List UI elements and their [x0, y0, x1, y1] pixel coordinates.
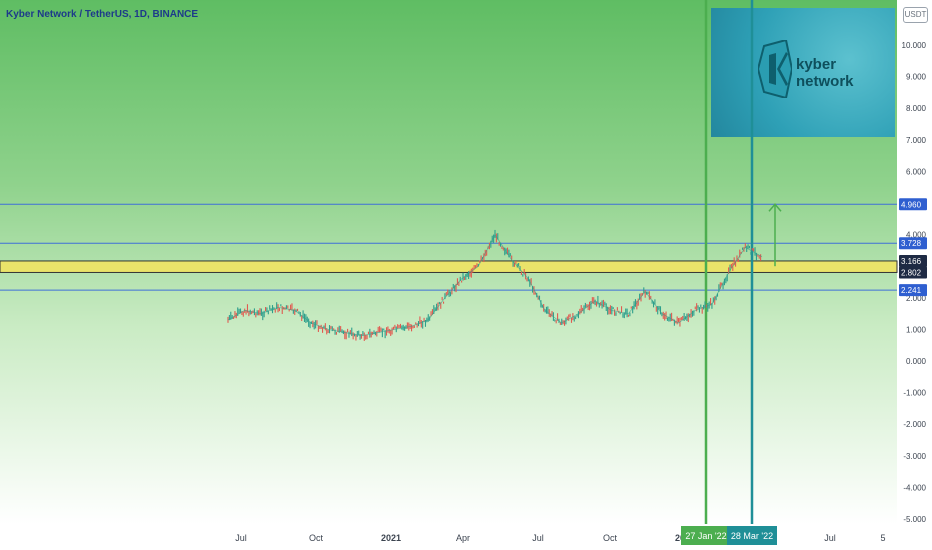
badge-zone-high: 3.166 [901, 257, 922, 266]
chart-title: Kyber Network / TetherUS, 1D, BINANCE [6, 9, 199, 20]
badge-level-1-bg [899, 237, 927, 250]
y-tick-label: 1.000 [906, 325, 927, 334]
support-zone [0, 260, 898, 273]
x-tick-label: Jul [824, 533, 836, 543]
y-tick-label: -3.000 [903, 452, 926, 461]
y-tick-label: 0.000 [906, 357, 927, 366]
y-tick-label: 8.000 [906, 104, 927, 113]
y-tick-label: -1.000 [903, 389, 926, 398]
badge-level-2-bg [899, 284, 927, 297]
target-arrow-head [768, 203, 782, 212]
badge-level-2: 2.241 [901, 286, 922, 295]
time-badge-1: 28 Mar '22 [731, 531, 773, 541]
y-tick-label: -5.000 [903, 515, 926, 524]
currency-button[interactable]: USDT [903, 7, 928, 23]
kyber-logo-banner [711, 8, 895, 137]
kyber-logo-icon [758, 40, 792, 98]
price-candles [227, 229, 762, 341]
x-tick-label: Oct [309, 533, 324, 543]
x-tick-label: Jul [532, 533, 544, 543]
badge-level-1: 3.728 [901, 239, 922, 248]
x-tick-label: 5 [880, 533, 885, 543]
x-tick-label: Jul [235, 533, 247, 543]
y-tick-label: 4.000 [906, 231, 927, 240]
y-tick-label: 9.000 [906, 73, 927, 82]
x-tick-label: 2021 [381, 533, 401, 543]
y-tick-label: 6.000 [906, 167, 927, 176]
logo-line-1: kyber [796, 56, 837, 73]
time-badge-bg-0 [681, 526, 731, 545]
time-badge-bg-1 [727, 526, 777, 545]
logo-line-2: network [796, 73, 854, 90]
kyber-logo-text: kyber network [796, 56, 854, 90]
x-tick-label: Oct [603, 533, 618, 543]
time-badge-0: 27 Jan '22 [685, 531, 726, 541]
badge-level-0: 4.960 [901, 200, 922, 209]
badge-level-0-bg [899, 198, 927, 211]
y-tick-label: -2.000 [903, 420, 926, 429]
y-tick-label: -4.000 [903, 483, 926, 492]
price-line [227, 233, 763, 337]
y-tick-label: 2.000 [906, 294, 927, 303]
badge-zone-low: 2.802 [901, 268, 922, 277]
x-tick-label: Apr [456, 533, 470, 543]
badge-zone-high-bg [899, 254, 927, 267]
y-tick-label: 10.000 [902, 41, 927, 50]
badge-zone-low-bg [899, 266, 927, 279]
x-tick-label: 20 [675, 533, 685, 543]
y-tick-label: 7.000 [906, 136, 927, 145]
